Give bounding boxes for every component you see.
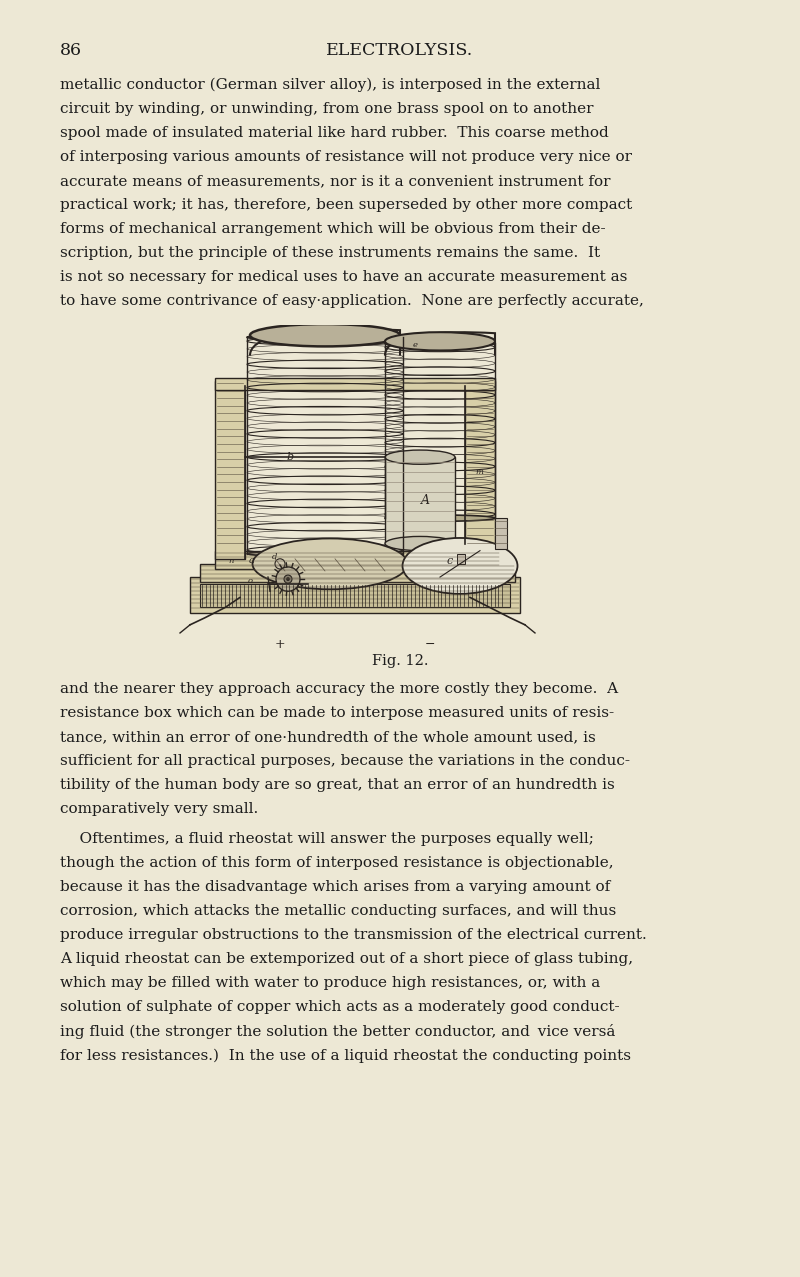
Ellipse shape — [402, 538, 518, 594]
Text: o: o — [247, 577, 253, 585]
Text: because it has the disadvantage which arises from a varying amount of: because it has the disadvantage which ar… — [60, 880, 610, 894]
Text: A liquid rheostat can be extemporized out of a short piece of glass tubing,: A liquid rheostat can be extemporized ou… — [60, 953, 633, 967]
Text: m: m — [475, 469, 483, 476]
Bar — [215, 378, 495, 389]
Bar — [200, 584, 510, 607]
Bar — [190, 577, 520, 613]
Ellipse shape — [247, 550, 403, 557]
Text: accurate means of measurements, nor is it a convenient instrument for: accurate means of measurements, nor is i… — [60, 174, 610, 188]
Text: resistance box which can be made to interpose measured units of resis-: resistance box which can be made to inte… — [60, 706, 614, 720]
Text: metallic conductor (German silver alloy), is interposed in the external: metallic conductor (German silver alloy)… — [60, 78, 600, 92]
Bar — [215, 381, 245, 559]
Circle shape — [286, 577, 290, 581]
Text: produce irregular obstructions to the transmission of the electrical current.: produce irregular obstructions to the tr… — [60, 928, 646, 942]
Text: tibility of the human body are so great, that an error of an hundredth is: tibility of the human body are so great,… — [60, 778, 614, 792]
Text: e: e — [413, 341, 418, 350]
Text: Fig. 12.: Fig. 12. — [372, 654, 428, 668]
Ellipse shape — [385, 340, 495, 346]
Ellipse shape — [385, 450, 455, 465]
Bar — [385, 457, 455, 544]
Text: d: d — [272, 553, 278, 561]
Text: for less resistances.)  In the use of a liquid rheostat the conducting points: for less resistances.) In the use of a l… — [60, 1048, 631, 1062]
Text: forms of mechanical arrangement which will be obvious from their de-: forms of mechanical arrangement which wi… — [60, 222, 606, 236]
Text: b: b — [286, 452, 294, 462]
Ellipse shape — [385, 332, 495, 350]
Text: −: − — [425, 638, 435, 651]
Text: solution of sulphate of copper which acts as a moderately good conduct-: solution of sulphate of copper which act… — [60, 1000, 620, 1014]
Text: corrosion, which attacks the metallic conducting surfaces, and will thus: corrosion, which attacks the metallic co… — [60, 904, 616, 918]
Text: a: a — [249, 557, 255, 566]
Text: ELECTROLYSIS.: ELECTROLYSIS. — [326, 42, 474, 59]
Circle shape — [275, 559, 285, 570]
Text: 86: 86 — [60, 42, 82, 59]
Text: ing fluid (the stronger the solution the better conductor, and  vice versá: ing fluid (the stronger the solution the… — [60, 1024, 615, 1039]
Text: and the nearer they approach accuracy the more costly they become.  A: and the nearer they approach accuracy th… — [60, 682, 618, 696]
Text: practical work; it has, therefore, been superseded by other more compact: practical work; it has, therefore, been … — [60, 198, 632, 212]
Text: +: + — [274, 638, 286, 651]
Text: spool made of insulated material like hard rubber.  This coarse method: spool made of insulated material like ha… — [60, 126, 609, 140]
Ellipse shape — [253, 539, 407, 589]
Text: of interposing various amounts of resistance will not produce very nice or: of interposing various amounts of resist… — [60, 149, 632, 163]
Text: Oftentimes, a fluid rheostat will answer the purposes equally well;: Oftentimes, a fluid rheostat will answer… — [60, 833, 594, 847]
Bar — [495, 518, 507, 549]
Ellipse shape — [385, 536, 455, 550]
Text: tance, within an error of one·hundredth of the whole amount used, is: tance, within an error of one·hundredth … — [60, 730, 596, 744]
Bar — [200, 564, 515, 582]
Text: scription, but the principle of these instruments remains the same.  It: scription, but the principle of these in… — [60, 246, 600, 261]
Text: though the action of this form of interposed resistance is objectionable,: though the action of this form of interp… — [60, 856, 614, 870]
Text: comparatively very small.: comparatively very small. — [60, 802, 258, 816]
Text: circuit by winding, or unwinding, from one brass spool on to another: circuit by winding, or unwinding, from o… — [60, 102, 594, 116]
Bar — [465, 381, 495, 559]
Circle shape — [284, 575, 292, 584]
Bar — [457, 554, 465, 564]
Ellipse shape — [250, 324, 400, 346]
Text: is not so necessary for medical uses to have an accurate measurement as: is not so necessary for medical uses to … — [60, 269, 627, 283]
Bar — [215, 550, 500, 570]
Ellipse shape — [385, 515, 495, 521]
Text: n: n — [228, 557, 234, 564]
Text: to have some contrivance of easy·application.  None are perfectly accurate,: to have some contrivance of easy·applica… — [60, 294, 644, 308]
Ellipse shape — [247, 335, 403, 341]
Text: sufficient for all practical purposes, because the variations in the conduc-: sufficient for all practical purposes, b… — [60, 755, 630, 767]
Text: c: c — [447, 555, 453, 566]
Text: A: A — [421, 494, 430, 507]
Text: which may be filled with water to produce high resistances, or, with a: which may be filled with water to produc… — [60, 976, 600, 990]
Circle shape — [276, 567, 300, 591]
